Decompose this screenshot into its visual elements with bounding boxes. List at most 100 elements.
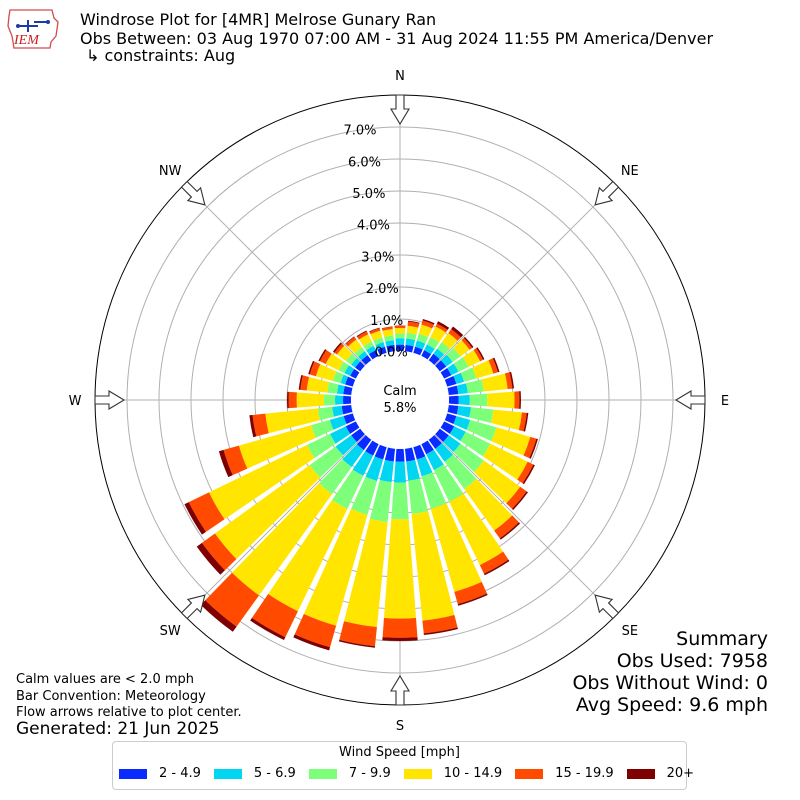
bar-60-bin-3 xyxy=(463,349,481,367)
bar-310-bin-4 xyxy=(334,343,345,355)
bar-250-bin-4 xyxy=(223,445,248,476)
bar-130-bin-1 xyxy=(443,435,461,453)
iem-logo: IEM xyxy=(7,9,59,49)
bar-convention: Bar Convention: Meteorology xyxy=(16,689,206,704)
summary-obs-used: Obs Used: 7958 xyxy=(616,650,768,672)
summary-obs-without-wind: Obs Without Wind: 0 xyxy=(572,672,768,694)
bar-150-bin-0 xyxy=(421,440,434,455)
compass-arrow-ne xyxy=(594,180,620,206)
bar-120-bin-2 xyxy=(460,431,491,457)
bar-330-bin-5 xyxy=(356,330,367,337)
legend-label: 7 - 9.9 xyxy=(348,766,391,781)
bar-260-bin-2 xyxy=(317,406,334,421)
bar-90-bin-4 xyxy=(514,391,520,409)
bar-130-bin-4 xyxy=(506,486,527,509)
bar-220-bin-4 xyxy=(205,572,260,627)
bar-60-bin-0 xyxy=(440,367,452,379)
bar-160-bin-5 xyxy=(457,593,488,606)
bar-280-bin-5 xyxy=(298,375,303,390)
bar-330-bin-3 xyxy=(358,334,372,347)
bar-70-bin-2 xyxy=(460,367,477,382)
bar-240-bin-5 xyxy=(184,502,206,535)
bar-340-bin-4 xyxy=(369,328,381,335)
bar-190-bin-5 xyxy=(338,639,375,648)
bar-330-bin-2 xyxy=(363,341,374,351)
legend-label: 20+ xyxy=(666,766,695,781)
compass-label-se: SE xyxy=(622,624,638,639)
bar-140-bin-1 xyxy=(435,443,454,462)
bar-90-bin-5 xyxy=(519,391,521,409)
bar-350-bin-2 xyxy=(384,335,394,342)
bar-300-bin-3 xyxy=(325,353,344,371)
bar-210-bin-3 xyxy=(268,500,348,612)
bar-200-bin-0 xyxy=(374,444,387,460)
bar-110-bin-1 xyxy=(453,415,471,430)
bar-140-bin-5 xyxy=(499,522,521,540)
bar-270-bin-4 xyxy=(288,391,297,409)
bar-160-bin-1 xyxy=(416,456,433,477)
radial-tick-label: 1.0% xyxy=(370,314,403,329)
bar-10-bin-5 xyxy=(407,320,420,324)
bar-230-bin-2 xyxy=(309,446,344,478)
bar-300-bin-2 xyxy=(338,361,349,374)
bar-240-bin-1 xyxy=(329,426,351,444)
bar-290-bin-1 xyxy=(340,374,349,385)
bar-20-bin-4 xyxy=(421,320,434,329)
bar-250-bin-2 xyxy=(311,419,334,438)
bar-100-bin-1 xyxy=(456,405,472,418)
bar-180-bin-0 xyxy=(395,448,405,462)
bar-220-bin-2 xyxy=(318,459,352,495)
bar-190-bin-0 xyxy=(384,447,396,462)
bar-100-bin-2 xyxy=(469,407,494,424)
legend-item: 15 - 19.9 xyxy=(515,766,614,781)
bar-270-bin-2 xyxy=(323,394,336,406)
bar-230-bin-1 xyxy=(335,435,357,456)
bar-340-bin-3 xyxy=(370,330,383,341)
compass-arrow-s xyxy=(390,674,410,706)
bar-110-bin-3 xyxy=(491,427,531,456)
compass-arrow-nw xyxy=(180,180,206,206)
bar-110-bin-2 xyxy=(466,419,497,442)
bar-290-bin-0 xyxy=(345,376,356,387)
bar-130-bin-0 xyxy=(435,428,449,442)
plot-title: Windrose Plot for [4MR] Melrose Gunary R… xyxy=(80,10,437,29)
bar-40-bin-5 xyxy=(451,326,464,338)
bar-190-bin-4 xyxy=(339,621,377,647)
compass-label-s: S xyxy=(396,719,404,734)
bar-50-bin-2 xyxy=(446,347,461,362)
radial-tick-labels: 0.0% 1.0% 2.0% 3.0% 4.0% 5.0% 6.0% 7.0% xyxy=(343,124,407,361)
bar-110-bin-0 xyxy=(444,413,457,425)
bar-70-bin-3 xyxy=(472,360,494,379)
bar-10-bin-4 xyxy=(407,321,420,328)
bar-350-bin-0 xyxy=(386,344,396,353)
bar-70-bin-4 xyxy=(488,358,498,374)
legend-swatch xyxy=(403,768,432,779)
legend-label: 10 - 14.9 xyxy=(443,766,503,781)
bar-40-bin-3 xyxy=(441,333,458,349)
bar-340-bin-0 xyxy=(377,346,387,356)
bar-270-bin-3 xyxy=(296,392,325,408)
bar-150-bin-1 xyxy=(426,449,444,471)
bar-100-bin-4 xyxy=(518,412,527,432)
bar-330-bin-0 xyxy=(368,350,379,360)
legend-label: 2 - 4.9 xyxy=(159,766,201,781)
bar-310-bin-5 xyxy=(333,342,342,353)
bar-300-bin-5 xyxy=(318,349,327,362)
bar-190-bin-2 xyxy=(369,480,392,522)
bar-250-bin-0 xyxy=(343,413,356,425)
bar-40-bin-4 xyxy=(448,329,461,341)
legend-swatch xyxy=(213,768,242,779)
legend-swatch xyxy=(515,768,544,779)
bar-260-bin-0 xyxy=(341,404,353,415)
windrose-bars xyxy=(184,318,538,651)
bar-190-bin-3 xyxy=(344,518,388,628)
bar-290-bin-5 xyxy=(308,360,315,375)
bar-0-bin-5 xyxy=(394,325,406,326)
bar-160-bin-0 xyxy=(413,444,426,460)
bar-320-bin-2 xyxy=(354,347,365,357)
compass-label-n: N xyxy=(395,69,405,84)
bar-260-bin-1 xyxy=(332,405,344,417)
bar-240-bin-2 xyxy=(306,433,336,459)
bar-20-bin-1 xyxy=(415,340,426,350)
bar-170-bin-3 xyxy=(411,511,455,621)
